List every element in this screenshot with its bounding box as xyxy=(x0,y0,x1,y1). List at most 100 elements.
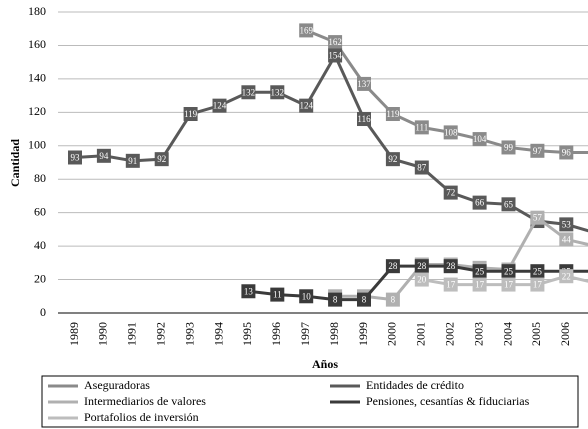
marker xyxy=(559,269,574,284)
marker xyxy=(299,23,314,38)
y-tick-label: 40 xyxy=(34,238,46,252)
value-label: 10 xyxy=(302,291,312,301)
value-label: 20 xyxy=(417,275,427,285)
y-tick-label: 60 xyxy=(34,204,46,218)
marker xyxy=(241,85,256,100)
marker xyxy=(385,152,400,167)
x-tick-label: 1994 xyxy=(211,322,225,346)
y-tick-label: 20 xyxy=(34,271,46,285)
y-tick-label: 0 xyxy=(40,305,46,319)
value-label: 53 xyxy=(562,219,572,229)
y-tick-label: 160 xyxy=(28,37,46,51)
marker xyxy=(414,120,429,135)
y-tick-label: 180 xyxy=(28,4,46,18)
marker xyxy=(501,264,516,279)
marker xyxy=(414,259,429,274)
value-label: 96 xyxy=(562,148,572,158)
x-tick-label: 2002 xyxy=(442,322,456,346)
marker xyxy=(328,292,343,307)
marker xyxy=(501,140,516,155)
x-tick-label: 1989 xyxy=(67,322,81,346)
value-label: 8 xyxy=(391,295,396,305)
x-tick-label: 1996 xyxy=(269,322,283,346)
value-label: 11 xyxy=(273,290,282,300)
marker xyxy=(299,98,314,113)
marker xyxy=(357,76,371,91)
y-tick-label: 140 xyxy=(28,71,46,85)
value-label: 17 xyxy=(446,280,456,290)
x-tick-label: 1995 xyxy=(240,322,254,346)
value-label: 28 xyxy=(417,261,427,271)
x-tick-label: 2005 xyxy=(529,322,543,346)
marker xyxy=(125,153,140,168)
marker xyxy=(328,35,343,50)
value-label: 169 xyxy=(299,25,313,35)
x-tick-label: 2007 xyxy=(587,322,588,346)
marker xyxy=(472,264,487,279)
marker xyxy=(472,132,487,147)
value-label: 108 xyxy=(444,127,458,137)
marker xyxy=(559,217,574,232)
marker xyxy=(183,107,198,122)
x-tick-label: 1998 xyxy=(327,322,341,346)
x-tick-label: 1991 xyxy=(125,322,139,346)
legend-box xyxy=(41,375,579,428)
marker xyxy=(559,145,574,160)
value-label: 132 xyxy=(271,87,285,97)
marker xyxy=(530,210,545,225)
marker xyxy=(385,292,400,307)
legend-label: Pensiones, cesantías & fiduciarias xyxy=(366,394,530,408)
x-tick-label: 1999 xyxy=(356,322,370,346)
x-tick-label: 1993 xyxy=(182,322,196,346)
value-label: 137 xyxy=(357,79,371,89)
value-label: 25 xyxy=(475,266,485,276)
marker xyxy=(68,150,82,165)
value-label: 124 xyxy=(213,101,227,111)
value-label: 116 xyxy=(357,114,371,124)
y-tick-label: 120 xyxy=(28,104,46,118)
value-label: 72 xyxy=(446,188,455,198)
value-label: 13 xyxy=(244,286,254,296)
marker xyxy=(443,259,458,274)
marker xyxy=(328,48,343,63)
marker xyxy=(154,152,169,167)
value-label: 8 xyxy=(362,295,367,305)
x-tick-label: 2004 xyxy=(500,322,514,346)
value-label: 154 xyxy=(328,51,342,61)
value-label: 94 xyxy=(99,151,109,161)
value-label: 8 xyxy=(333,295,338,305)
x-tick-label: 1997 xyxy=(298,322,312,346)
value-label: 104 xyxy=(473,134,487,144)
marker xyxy=(241,284,256,299)
value-label: 93 xyxy=(71,153,81,163)
marker xyxy=(270,287,285,302)
value-label: 97 xyxy=(533,146,543,156)
x-tick-label: 2003 xyxy=(471,322,485,346)
legend-label: Portafolios de inversión xyxy=(84,410,199,424)
value-label: 92 xyxy=(388,154,397,164)
marker xyxy=(299,289,314,304)
value-label: 91 xyxy=(128,156,137,166)
marker xyxy=(501,277,516,292)
x-tick-label: 2000 xyxy=(385,322,399,346)
value-label: 28 xyxy=(446,261,456,271)
marker xyxy=(472,277,487,292)
marker xyxy=(443,125,458,140)
value-label: 119 xyxy=(184,109,198,119)
marker xyxy=(530,143,545,158)
value-label: 111 xyxy=(415,122,428,132)
marker xyxy=(530,277,545,292)
value-label: 44 xyxy=(562,234,572,244)
y-tick-label: 80 xyxy=(34,171,46,185)
y-tick-label: 100 xyxy=(28,138,46,152)
value-label: 99 xyxy=(504,143,514,153)
value-label: 66 xyxy=(475,198,485,208)
marker xyxy=(443,185,458,200)
marker xyxy=(96,148,111,163)
marker xyxy=(357,292,371,307)
value-label: 119 xyxy=(386,109,400,119)
legend-label: Entidades de crédito xyxy=(366,378,464,392)
marker xyxy=(270,85,285,100)
marker xyxy=(443,277,458,292)
